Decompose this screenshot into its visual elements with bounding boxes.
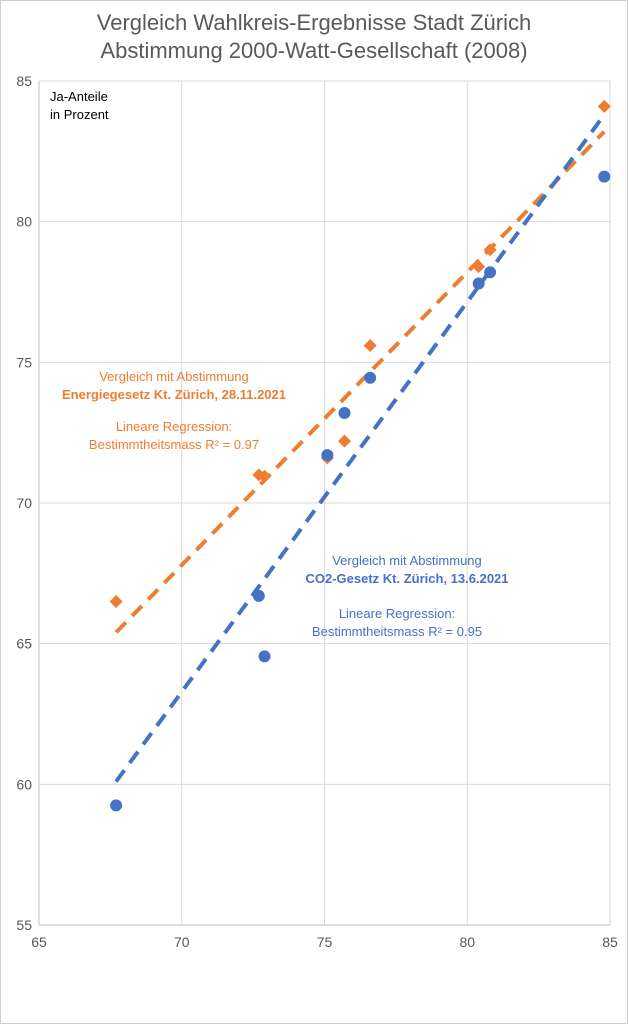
annotation-energiegesetz-line-1: Vergleich mit Abstimmung (99, 369, 249, 384)
data-point-circle (338, 406, 351, 419)
x-tick-label: 70 (174, 934, 190, 950)
trendlines (114, 113, 606, 783)
y-tick-label: 55 (16, 917, 32, 933)
y-tick-label: 60 (16, 776, 32, 792)
gridlines (38, 80, 611, 926)
annotation-co2-gesetz: Vergleich mit Abstimmung CO2-Gesetz Kt. … (305, 553, 508, 639)
data-point-circle (252, 589, 265, 602)
data-point-circle (484, 266, 497, 279)
data-point-diamond (337, 434, 351, 448)
chart-title-line-1: Vergleich Wahlkreis-Ergebnisse Stadt Zür… (97, 10, 531, 35)
x-tick-label: 80 (459, 934, 475, 950)
data-points (109, 99, 611, 812)
annotation-co2-gesetz-line-5: Bestimmtheitsmass R² = 0.95 (312, 624, 482, 639)
annotation-energiegesetz-line-5: Bestimmtheitsmass R² = 0.97 (89, 437, 259, 452)
annotation-co2-gesetz-line-4: Lineare Regression: (339, 606, 455, 621)
y-tick-label: 65 (16, 636, 32, 652)
data-point-diamond (258, 469, 272, 483)
data-point-diamond (363, 338, 377, 352)
annotation-energiegesetz-line-4: Lineare Regression: (116, 419, 232, 434)
data-point-diamond (597, 99, 611, 113)
y-tick-label: 75 (16, 354, 32, 370)
axes: 55 60 65 70 75 80 85 65 70 75 80 85 (16, 73, 618, 950)
x-tick-label: 75 (317, 934, 333, 950)
data-point-circle (472, 277, 485, 290)
data-point-circle (364, 371, 377, 384)
data-point-circle (598, 170, 611, 183)
data-point-diamond (472, 260, 486, 274)
y-tick-label: 70 (16, 495, 32, 511)
data-point-circle (258, 650, 271, 663)
annotation-co2-gesetz-line-2: CO2-Gesetz Kt. Zürich, 13.6.2021 (305, 571, 508, 586)
annotation-energiegesetz-line-2: Energiegesetz Kt. Zürich, 28.11.2021 (62, 387, 286, 402)
data-point-diamond (109, 594, 123, 608)
trendline-series-0 (114, 130, 606, 634)
x-tick-label: 85 (602, 934, 618, 950)
y-tick-label: 85 (16, 73, 32, 89)
x-tick-label: 65 (31, 934, 47, 950)
y-axis-label-line-1: Ja-Anteile (50, 89, 108, 104)
annotation-energiegesetz: Vergleich mit Abstimmung Energiegesetz K… (62, 369, 286, 452)
annotation-co2-gesetz-line-1: Vergleich mit Abstimmung (332, 553, 482, 568)
chart-title-line-2: Abstimmung 2000-Watt-Gesellschaft (2008) (100, 38, 527, 63)
y-axis-label-line-2: in Prozent (50, 107, 109, 122)
data-point-circle (321, 449, 334, 462)
data-point-diamond (483, 243, 497, 257)
data-point-circle (110, 799, 123, 812)
y-tick-label: 80 (16, 214, 32, 230)
